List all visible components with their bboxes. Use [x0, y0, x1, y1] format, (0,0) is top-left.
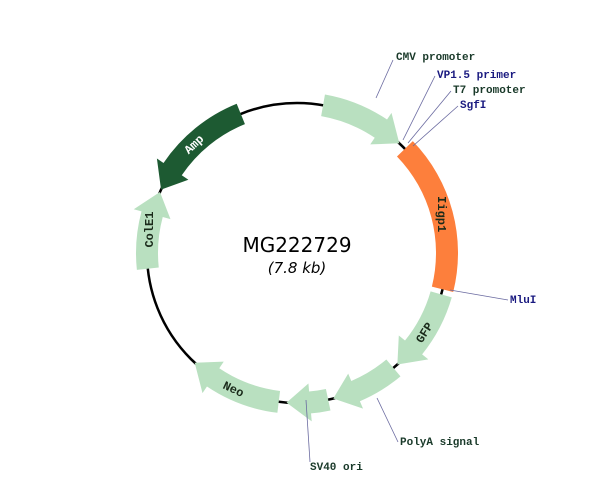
- leader-line-cmv-promoter: [375, 59, 394, 99]
- feature-iigp1[interactable]: [396, 141, 458, 292]
- annotation-vp1-5-primer: VP1.5 primer: [437, 70, 516, 82]
- feature-label-cole1: ColE1: [143, 212, 157, 248]
- leader-line-mlui: [449, 289, 509, 301]
- leader-line-sgfi: [412, 105, 459, 147]
- feature-gfp[interactable]: [397, 291, 452, 365]
- leader-line-polya-signal: [376, 397, 399, 443]
- leader-line-vp1-5-primer: [402, 75, 436, 141]
- annotation-t7-promoter: T7 promoter: [453, 85, 526, 97]
- annotation-cmv-promoter: CMV promoter: [396, 52, 475, 64]
- leader-line-t7-promoter: [407, 90, 452, 144]
- annotation-mlui: MluI: [510, 295, 536, 307]
- plasmid-size: (7.8 kb): [268, 259, 327, 277]
- feature-sv40-ori[interactable]: [286, 383, 331, 422]
- annotation-polya-signal: PolyA signal: [400, 437, 480, 449]
- annotation-sv40-ori: SV40 ori: [310, 462, 363, 474]
- feature-neo[interactable]: [194, 361, 281, 413]
- leader-line-sv40-ori: [305, 399, 311, 463]
- feature-cmv-promoter[interactable]: [321, 94, 400, 145]
- feature-polya-signal[interactable]: [333, 359, 401, 409]
- feature-cole1[interactable]: [133, 191, 171, 270]
- annotation-sgfi: SgfI: [460, 100, 486, 112]
- plasmid-name: MG222729: [242, 233, 351, 257]
- feature-label-iigp1: Iigp1: [434, 196, 448, 232]
- feature-amp[interactable]: [156, 103, 245, 190]
